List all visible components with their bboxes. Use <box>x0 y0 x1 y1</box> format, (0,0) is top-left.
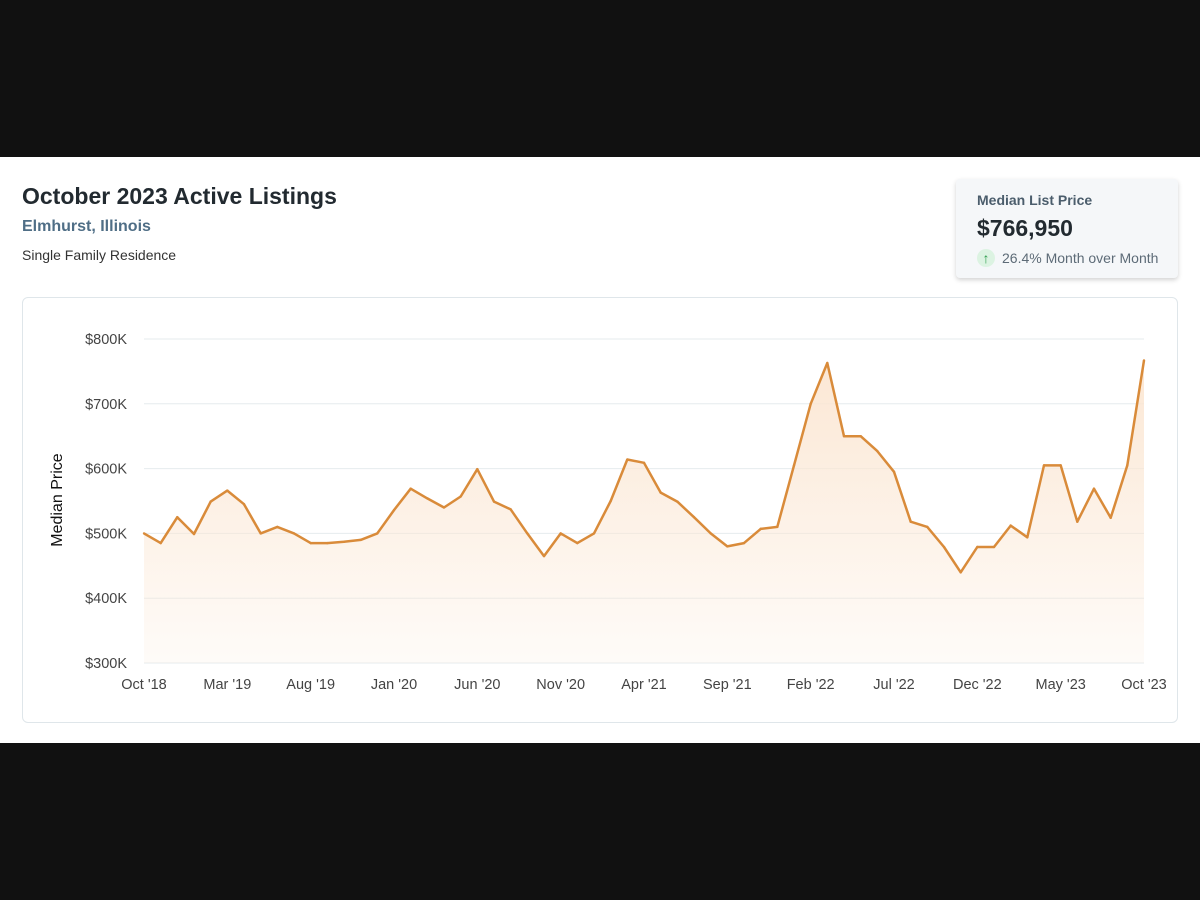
price-chart: $300K $400K $500K $600K $700K $800K Oct '18 Ma… <box>49 332 1167 693</box>
data-point <box>442 506 446 509</box>
page-title: October 2023 Active Listings <box>22 183 337 209</box>
price-area <box>144 360 1144 663</box>
data-point <box>576 541 579 545</box>
data-point <box>942 545 946 549</box>
data-point <box>559 532 562 535</box>
chart-container: $300K $400K $500K $600K $700K $800K Oct '18 Ma… <box>22 297 1178 723</box>
data-point <box>926 525 929 529</box>
data-point <box>1126 464 1129 467</box>
data-point <box>276 525 279 529</box>
data-point <box>376 532 379 535</box>
data-point <box>409 487 412 490</box>
x-tick-label: Apr '21 <box>621 677 667 693</box>
data-point <box>1042 464 1046 467</box>
data-point <box>659 491 662 494</box>
x-tick-label: Nov '20 <box>536 677 585 693</box>
data-point <box>726 545 729 548</box>
data-point <box>209 500 212 503</box>
data-point <box>992 545 996 549</box>
data-point <box>1076 520 1079 523</box>
y-axis-label: Median Price <box>49 453 66 546</box>
data-point <box>1142 359 1146 362</box>
data-point <box>492 500 496 503</box>
y-tick-label: $700K <box>85 397 127 413</box>
data-point <box>192 532 196 536</box>
listing-panel: October 2023 Active Listings Elmhurst, I… <box>0 157 1200 743</box>
x-tick-label: Jun '20 <box>454 677 500 693</box>
data-point <box>226 489 229 492</box>
data-point <box>1109 516 1112 520</box>
x-tick-label: Mar '19 <box>203 677 251 693</box>
arrow-up-icon: ↑ <box>977 249 995 267</box>
x-tick-label: Aug '19 <box>286 677 335 693</box>
data-point <box>776 525 779 529</box>
x-tick-label: May '23 <box>1036 677 1086 693</box>
data-point <box>1026 536 1029 539</box>
x-tick-label: Feb '22 <box>787 677 835 693</box>
data-point <box>592 532 596 535</box>
data-point <box>526 532 529 535</box>
data-point <box>826 361 829 365</box>
x-tick-label: Oct '23 <box>1121 677 1166 693</box>
data-point <box>892 470 896 474</box>
data-point <box>909 520 912 523</box>
data-point <box>342 540 346 544</box>
data-point <box>476 468 479 471</box>
data-point <box>759 527 762 531</box>
property-type-label: Single Family Residence <box>22 247 177 263</box>
y-tick-label: $400K <box>85 591 127 607</box>
data-point <box>1092 487 1096 490</box>
y-tick-label: $600K <box>85 462 127 478</box>
data-point <box>642 461 646 464</box>
data-point <box>692 516 696 519</box>
data-point <box>459 495 462 498</box>
x-tick-label: Jul '22 <box>873 677 914 693</box>
data-point <box>292 532 296 535</box>
median-price-card: Median List Price $766,950 ↑ 26.4% Month… <box>956 179 1178 278</box>
data-point <box>959 571 962 574</box>
x-tick-label: Jan '20 <box>371 677 417 693</box>
data-point <box>809 402 812 405</box>
median-price-value: $766,950 <box>977 215 1073 241</box>
y-tick-label: $500K <box>85 526 127 542</box>
data-point <box>976 545 979 549</box>
data-point <box>426 497 429 500</box>
data-point <box>742 541 746 545</box>
data-point <box>842 435 846 438</box>
data-point <box>676 500 679 503</box>
change-row: ↑ 26.4% Month over Month <box>977 249 1158 267</box>
data-point <box>309 541 312 545</box>
data-point <box>142 532 146 535</box>
data-point <box>859 435 862 438</box>
data-point <box>159 541 162 545</box>
data-point <box>1059 464 1062 467</box>
data-point <box>876 449 879 453</box>
x-tick-label: Dec '22 <box>953 677 1002 693</box>
x-tick-label: Sep '21 <box>703 677 752 693</box>
data-point <box>542 554 546 558</box>
card-label: Median List Price <box>977 192 1093 208</box>
data-point <box>1009 524 1012 527</box>
change-text: 26.4% Month over Month <box>1002 250 1159 266</box>
x-tick-label: Oct '18 <box>121 677 166 693</box>
data-point <box>392 508 396 512</box>
data-point <box>242 503 246 506</box>
y-tick-label: $800K <box>85 332 127 348</box>
data-point <box>259 532 262 535</box>
data-point <box>609 499 612 503</box>
data-point <box>509 508 512 511</box>
data-point <box>626 458 629 461</box>
data-point <box>176 516 179 519</box>
data-point <box>792 464 796 467</box>
data-point <box>359 538 362 542</box>
location-label: Elmhurst, Illinois <box>22 218 151 235</box>
data-point <box>709 532 712 535</box>
y-tick-label: $300K <box>85 656 127 672</box>
data-point <box>326 541 329 545</box>
